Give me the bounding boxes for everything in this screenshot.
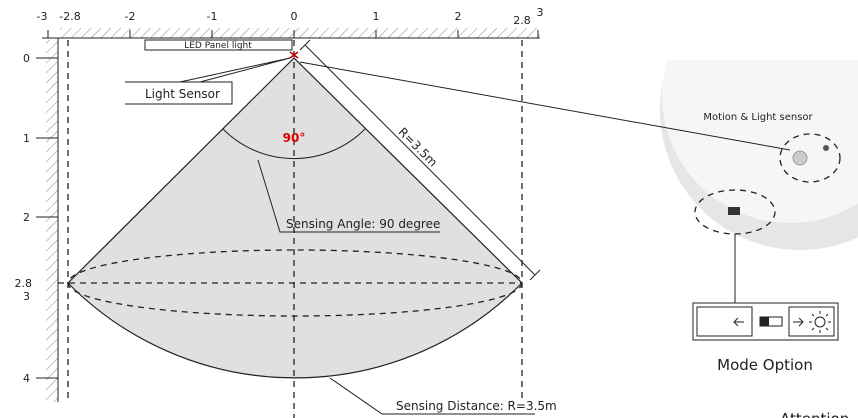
attention-label: Attention <box>780 410 849 418</box>
x-label: 3 <box>537 6 544 19</box>
sensor-highlight <box>779 133 841 183</box>
radius-dimension <box>299 39 541 281</box>
wall-hatch <box>46 40 58 402</box>
x-label: -3 <box>37 10 48 23</box>
leader <box>179 57 291 83</box>
x-label: 2 <box>455 10 462 23</box>
night-mode <box>696 306 753 337</box>
motion-sensor-label: Motion & Light sensor <box>703 112 813 123</box>
label-box <box>125 81 233 105</box>
x-label: -2 <box>125 10 136 23</box>
x-label: 1 <box>373 10 380 23</box>
leader <box>257 159 440 233</box>
y-label: 2.8 <box>15 277 33 290</box>
sensor-mark <box>289 51 299 59</box>
y-label: 1 <box>23 132 30 145</box>
led-panel-label: LED Panel light <box>184 41 252 51</box>
sensor-lens <box>792 150 808 166</box>
mode-option-label: Mode Option <box>717 356 813 374</box>
ceiling-hatch <box>60 28 540 38</box>
mode-box <box>692 302 839 341</box>
moon-icon <box>715 311 726 333</box>
y-label: 2 <box>23 211 30 224</box>
leader <box>329 377 535 415</box>
x-label: 2.8 <box>513 14 531 27</box>
sun-rays <box>809 311 831 333</box>
ticks <box>36 30 539 379</box>
y-label: 4 <box>23 372 30 385</box>
x-label: 0 <box>291 10 298 23</box>
light-sensor-dot <box>823 145 829 151</box>
light-sensor-label: Light Sensor <box>145 87 220 101</box>
sun-icon <box>814 316 826 328</box>
arrow-icon <box>733 317 744 327</box>
angle-arc <box>222 128 366 159</box>
x-label: -1 <box>207 10 218 23</box>
sensing-cone <box>67 57 523 379</box>
y-label: 0 <box>23 52 30 65</box>
y-label: 3 <box>23 290 30 303</box>
sensing-angle-label: Sensing Angle: 90 degree <box>286 217 440 231</box>
switch-knob <box>760 317 769 326</box>
radius-label: R=3.5m <box>395 125 440 170</box>
switch <box>728 207 740 215</box>
leader <box>299 61 791 151</box>
x-label: -2.8 <box>59 10 80 23</box>
day-mode <box>788 306 835 337</box>
lamp-face <box>662 60 858 223</box>
led-panel <box>144 39 293 51</box>
arrow-icon <box>793 317 804 327</box>
sensing-distance-label: Sensing Distance: R=3.5m <box>396 399 557 413</box>
angle-label: 90° <box>283 131 306 145</box>
